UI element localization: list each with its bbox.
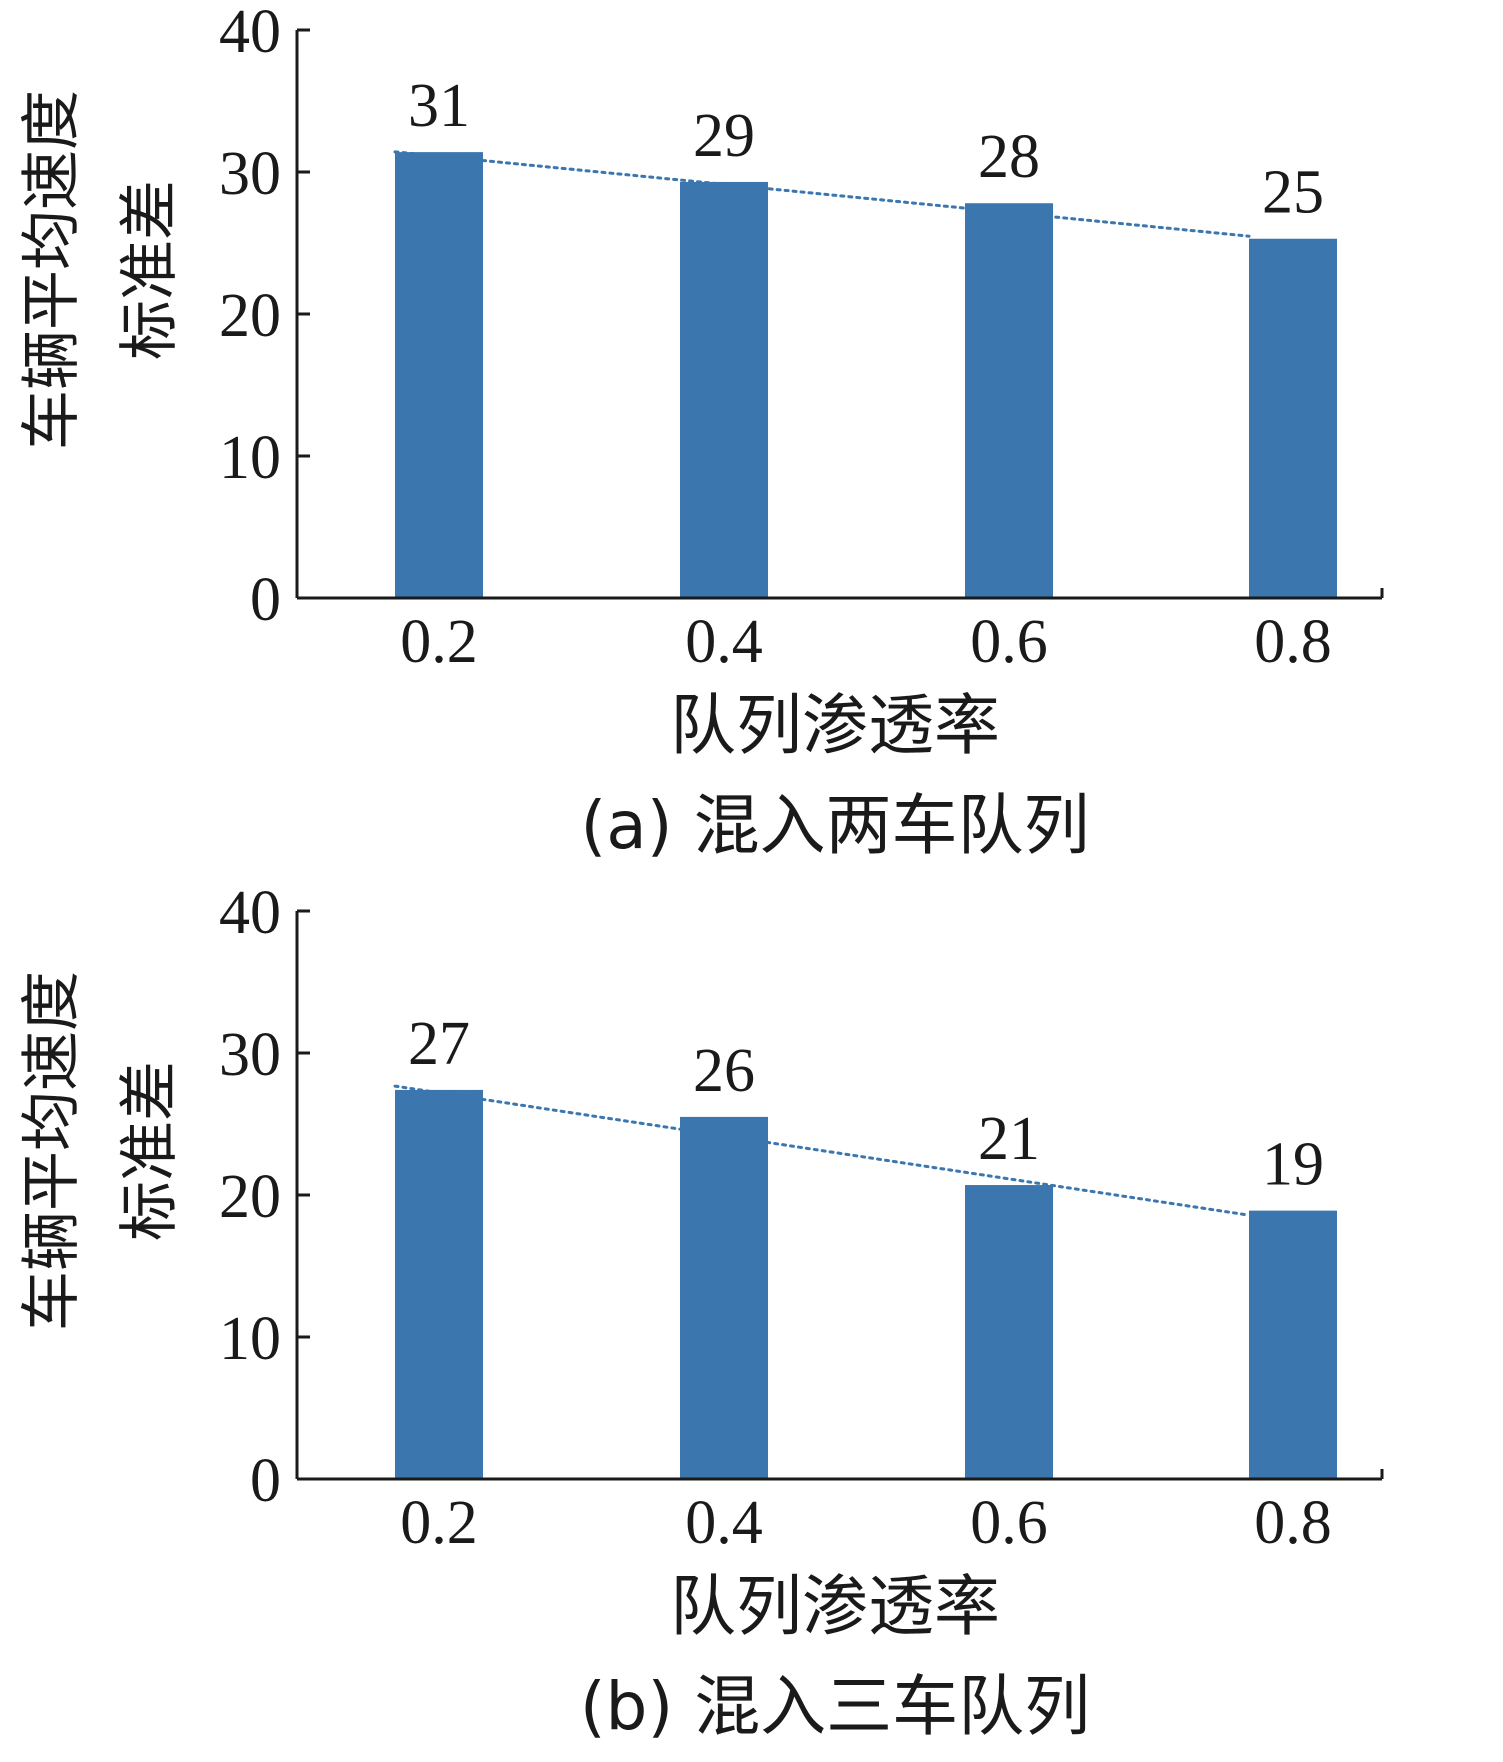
trend-line <box>393 150 1251 238</box>
y-axis-title-line-1: 车辆平均速度 <box>17 971 87 1331</box>
bar-0 <box>395 1089 483 1479</box>
panel-caption: (a) 混入两车队列 <box>581 787 1090 864</box>
bar-1 <box>680 1116 768 1479</box>
trend-line <box>393 1084 1251 1217</box>
y-tick-label: 20 <box>219 1163 281 1231</box>
chart-panel-a: 0 10 20 30 40 0.2 0.4 0.6 0.8 31 29 28 25 队列渗透率 车辆平均速度… <box>17 0 1384 864</box>
x-tick-label: 0.4 <box>685 1489 763 1557</box>
y-tick-label: 0 <box>250 566 281 634</box>
data-label: 26 <box>693 1037 755 1105</box>
y-axis-title-line-2: 标准差 <box>115 1061 185 1241</box>
x-tick-label: 0.2 <box>400 608 478 676</box>
y-tick-label: 10 <box>219 1305 281 1373</box>
bar-2 <box>965 1185 1053 1479</box>
y-tick-label: 40 <box>219 881 281 947</box>
y-axis-title-line-2: 标准差 <box>115 180 185 360</box>
x-tick-label: 0.6 <box>970 608 1048 676</box>
bar-0 <box>395 152 483 598</box>
x-tick-label: 0.2 <box>400 1489 478 1557</box>
y-tick-label: 30 <box>219 140 281 208</box>
bar-1 <box>680 181 768 598</box>
y-tick-label: 20 <box>219 282 281 350</box>
x-tick-label: 0.8 <box>1254 1489 1332 1557</box>
data-label: 31 <box>408 72 470 140</box>
data-label: 19 <box>1262 1131 1324 1199</box>
bar-3 <box>1249 238 1337 599</box>
y-tick-label: 30 <box>219 1021 281 1089</box>
chart-b-svg: 0 10 20 30 40 0.2 0.4 0.6 0.8 27 26 21 19 队列渗透率 车辆平均速度… <box>17 881 1384 1745</box>
chart-panel-b: 0 10 20 30 40 0.2 0.4 0.6 0.8 27 26 21 19 队列渗透率 车辆平均速度… <box>0 881 1503 1762</box>
bar-3 <box>1249 1210 1337 1479</box>
y-tick-label: 40 <box>219 0 281 66</box>
x-tick-label: 0.4 <box>685 608 763 676</box>
bar-2 <box>965 203 1053 599</box>
x-tick-label: 0.6 <box>970 1489 1048 1557</box>
x-axis-title: 队列渗透率 <box>670 687 1000 764</box>
data-label: 25 <box>1262 159 1324 227</box>
y-axis-title-line-1: 车辆平均速度 <box>17 90 87 450</box>
chart-a-svg: 0 10 20 30 40 0.2 0.4 0.6 0.8 31 29 28 25 队列渗透率 车辆平均速度… <box>17 0 1384 864</box>
panel-caption: (b) 混入三车队列 <box>580 1668 1090 1745</box>
data-label: 27 <box>408 1010 470 1078</box>
x-tick-label: 0.8 <box>1254 608 1332 676</box>
data-label: 29 <box>693 102 755 170</box>
y-tick-label: 10 <box>219 424 281 492</box>
data-label: 21 <box>978 1105 1040 1173</box>
x-axis-title: 队列渗透率 <box>670 1568 1000 1645</box>
y-tick-label: 0 <box>250 1447 281 1515</box>
data-label: 28 <box>978 123 1040 191</box>
